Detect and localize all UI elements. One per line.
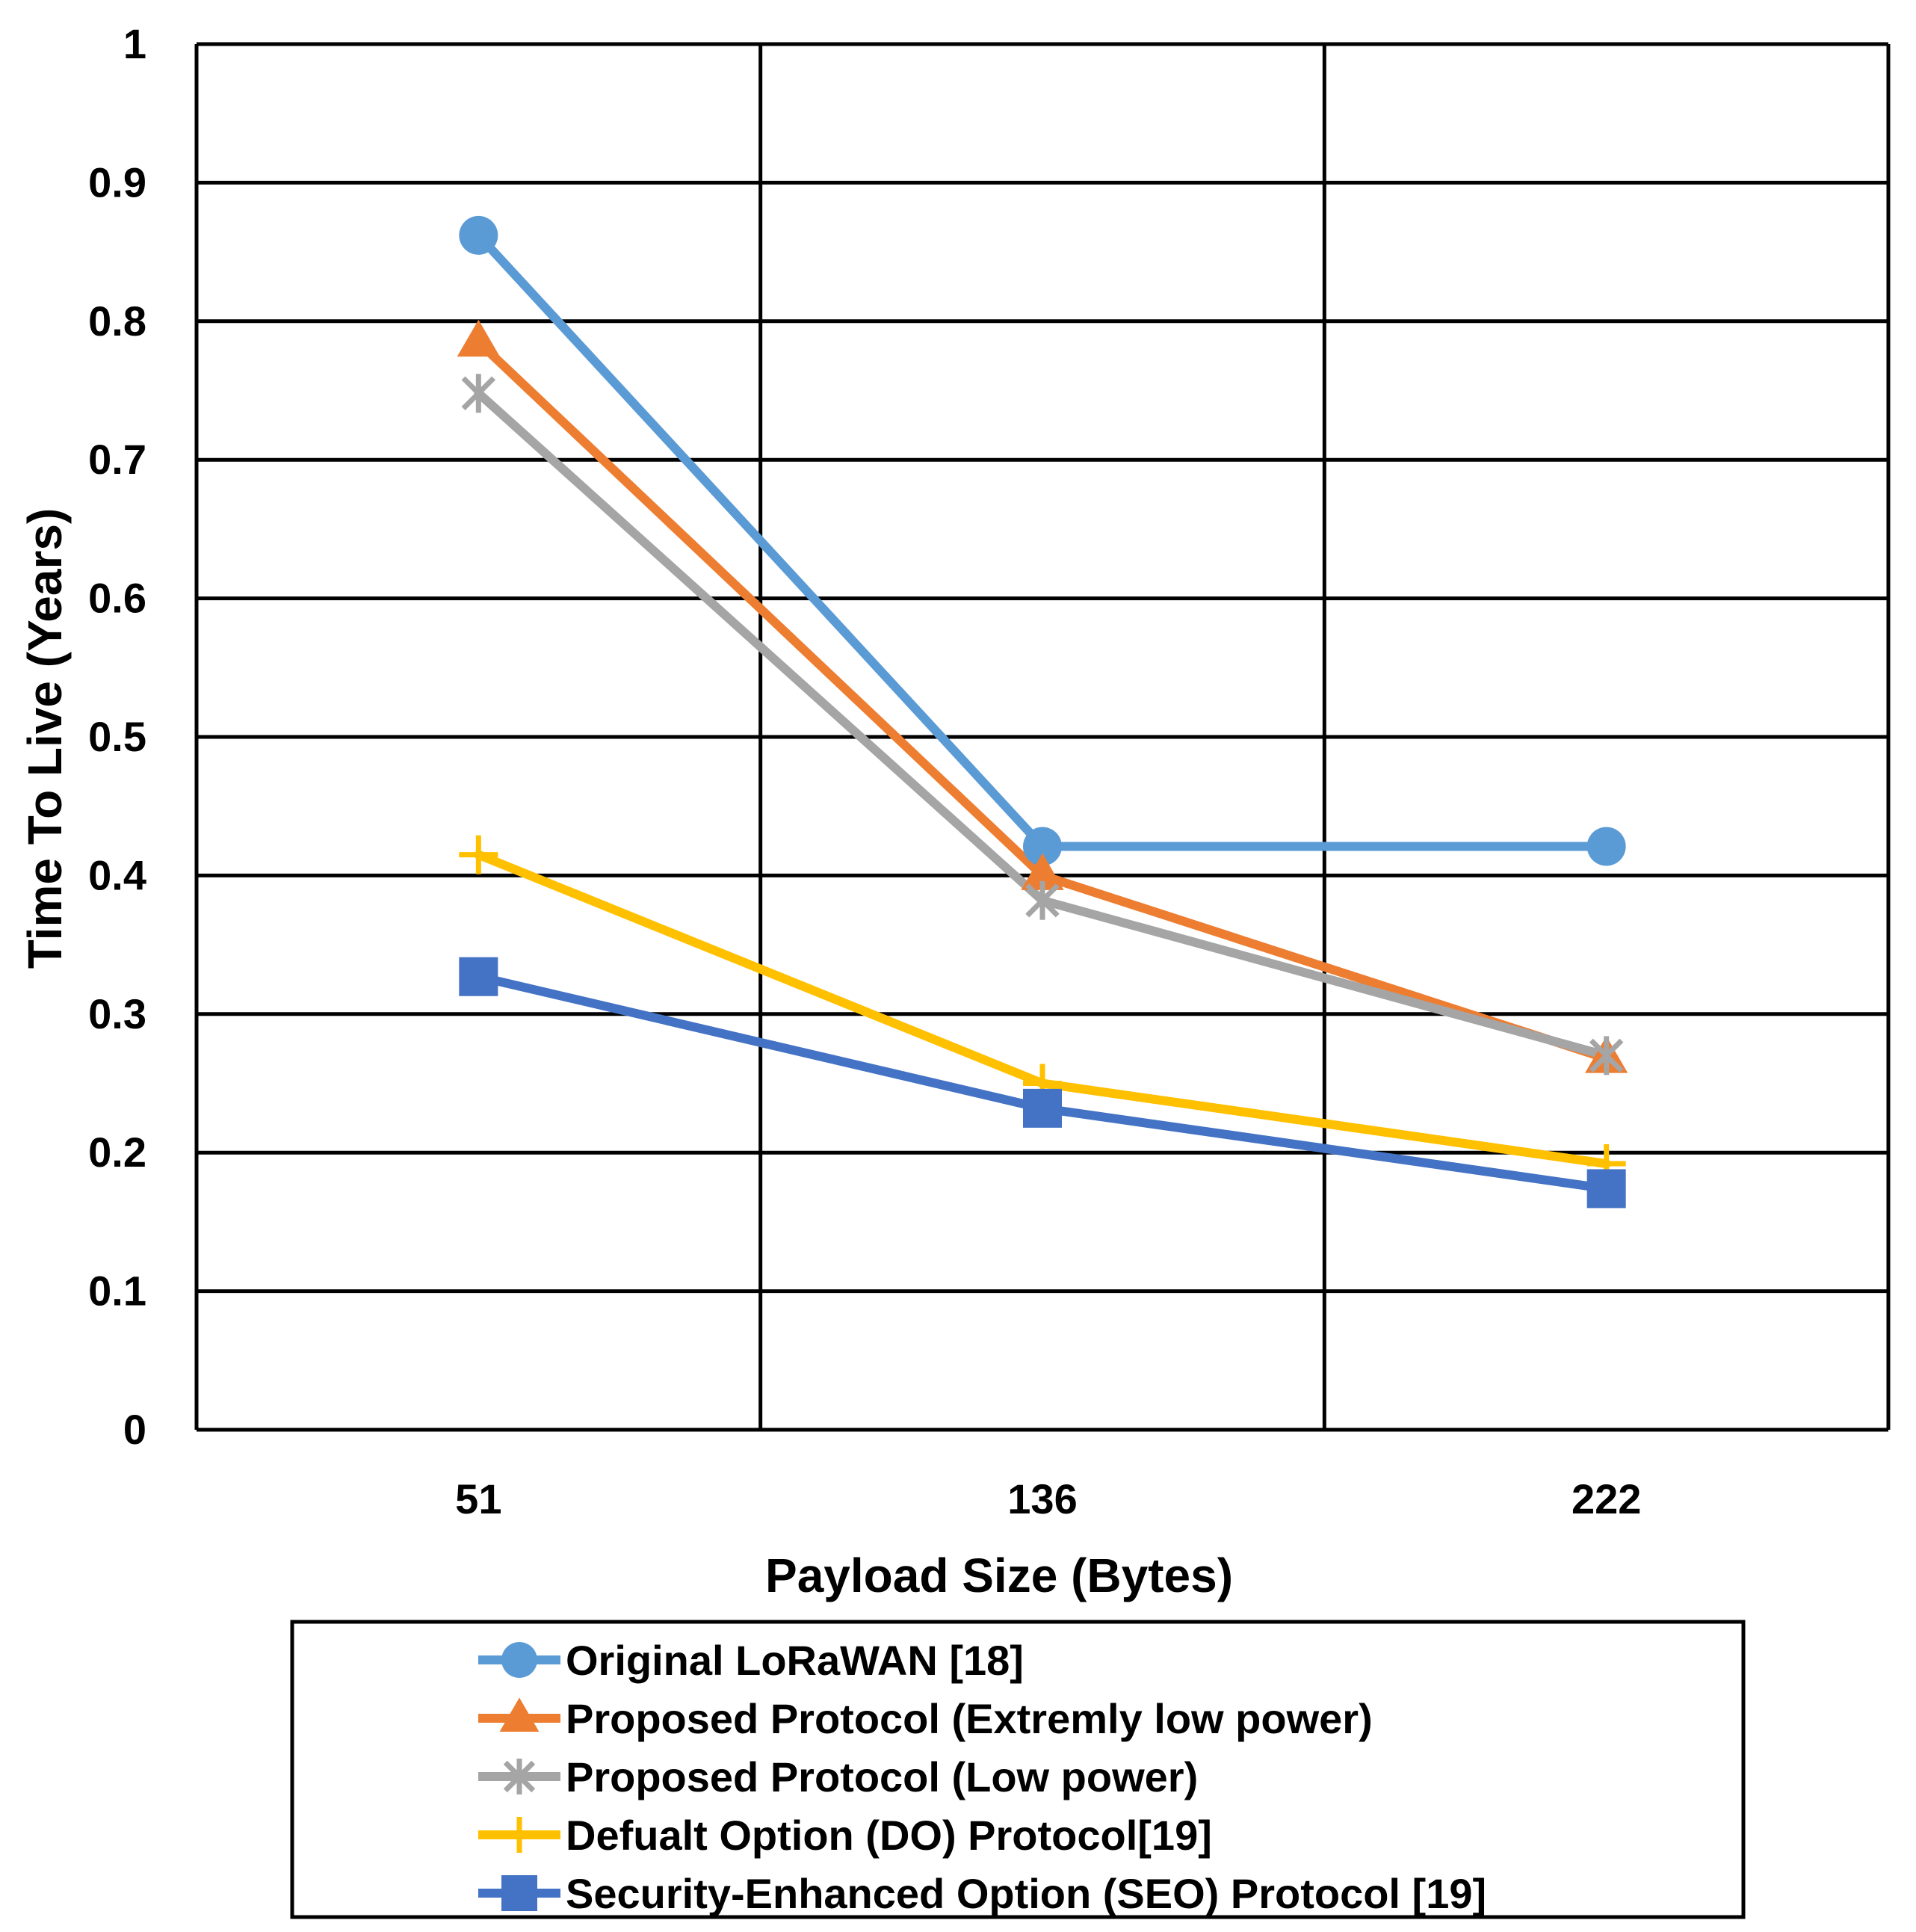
x-tick-label: 222 <box>1572 1475 1641 1522</box>
series-line-2 <box>474 337 1611 1064</box>
data-point-5-3 <box>1586 1169 1626 1209</box>
legend-item: Defualt Option (DO) Protocol[19] <box>478 1812 1212 1859</box>
legend-item: Proposed Protocol (Extremly low power) <box>478 1695 1373 1742</box>
legend-label: Defualt Option (DO) Protocol[19] <box>566 1812 1212 1859</box>
y-tick-label: 0.6 <box>88 575 146 622</box>
y-tick-label: 0.4 <box>88 851 146 898</box>
y-tick-label: 0.5 <box>88 713 146 760</box>
data-point-1-1 <box>459 215 498 255</box>
data-point-5-1 <box>459 957 498 996</box>
y-tick-label: 0.8 <box>88 297 146 345</box>
data-point-4-1 <box>459 835 498 874</box>
legend-frame <box>290 1620 1746 1919</box>
legend-label: Proposed Protocol (Low power) <box>566 1753 1198 1800</box>
x-tick-label: 136 <box>1007 1475 1077 1522</box>
series-markers <box>457 215 1628 1209</box>
data-point-3-1 <box>461 374 496 413</box>
y-tick-label: 0.9 <box>88 158 146 206</box>
data-point-3-3 <box>1589 1036 1624 1075</box>
y-tick-label: 0.3 <box>88 990 146 1037</box>
legend-swatch-marker <box>501 1875 537 1911</box>
data-point-2-1 <box>457 319 500 357</box>
x-axis-ticks: 51 136 222 <box>455 1475 1641 1522</box>
series-line-3 <box>474 389 1611 1061</box>
data-point-1-2 <box>1023 827 1062 866</box>
y-tick-label: 0.7 <box>88 436 146 483</box>
data-point-3-2 <box>1025 880 1060 920</box>
legend-swatch-marker <box>501 1817 537 1853</box>
series-lines <box>474 230 1611 1194</box>
legend-item: Security-Enhanced Option (SEO) Protocol … <box>478 1870 1486 1917</box>
legend-item: Original LoRaWAN [18] <box>478 1637 1024 1684</box>
x-axis-title: Payload Size (Bytes) <box>765 1549 1233 1602</box>
legend: Original LoRaWAN [18] Proposed Protocol (… <box>290 1620 1746 1919</box>
grid <box>194 42 1891 1432</box>
legend-item: Proposed Protocol (Low power) <box>478 1753 1198 1800</box>
y-tick-label: 0 <box>123 1406 146 1453</box>
legend-swatch-marker <box>503 1759 536 1794</box>
data-point-2-2 <box>1021 853 1064 890</box>
y-tick-label: 0.1 <box>88 1268 146 1315</box>
legend-swatch-marker <box>501 1642 537 1678</box>
legend-label: Security-Enhanced Option (SEO) Protocol … <box>566 1870 1486 1917</box>
y-tick-label: 1 <box>123 20 146 67</box>
legend-label: Proposed Protocol (Extremly low power) <box>566 1695 1373 1742</box>
data-point-1-3 <box>1586 827 1626 866</box>
data-point-5-2 <box>1023 1088 1062 1128</box>
y-axis-title: Time To Live (Years) <box>18 508 72 969</box>
legend-label: Original LoRaWAN [18] <box>566 1637 1024 1684</box>
legend-swatch-marker <box>499 1697 540 1732</box>
x-tick-label: 51 <box>455 1475 501 1522</box>
y-tick-label: 0.2 <box>88 1129 146 1176</box>
y-axis-ticks: 0 0.1 0.2 0.3 0.4 0.5 0.6 0.7 0.8 0.9 1 <box>88 20 146 1453</box>
